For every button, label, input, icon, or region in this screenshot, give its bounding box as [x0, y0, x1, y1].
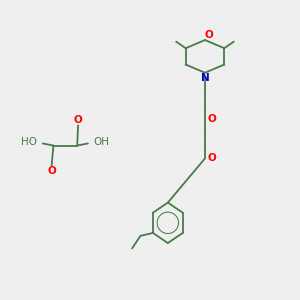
Text: HO: HO — [21, 137, 38, 147]
Text: O: O — [204, 30, 213, 40]
Text: OH: OH — [93, 137, 109, 147]
Text: N: N — [201, 73, 209, 83]
Text: O: O — [74, 115, 82, 125]
Text: O: O — [207, 153, 216, 163]
Text: O: O — [47, 166, 56, 176]
Text: O: O — [207, 114, 216, 124]
